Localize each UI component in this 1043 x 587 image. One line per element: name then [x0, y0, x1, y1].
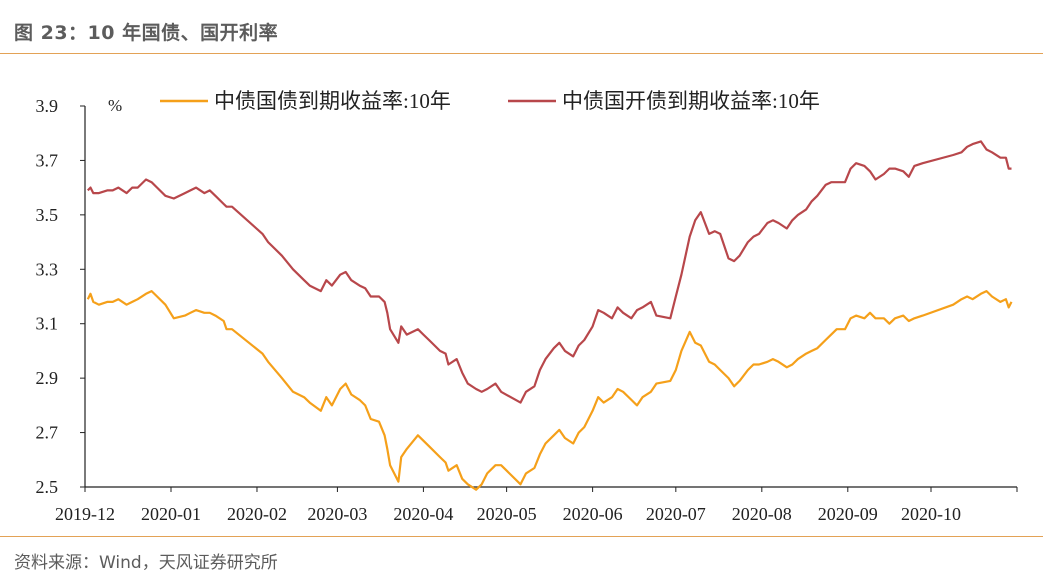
chart-area: 3.9 3.7 3.5 3.3 3.1 2.9 2.7 2.5 2019-12 2020-01 20… — [0, 54, 1043, 536]
series-line-gov-bond — [86, 290, 1013, 491]
line-chart: 3.9 3.7 3.5 3.3 3.1 2.9 2.7 2.5 2019-12 2020-01 20… — [36, 89, 1018, 524]
x-tick-label: 2020-09 — [818, 504, 878, 524]
y-tick-label: 2.5 — [36, 477, 59, 497]
y-tick-label: 3.5 — [36, 205, 59, 225]
x-tick-label: 2020-02 — [227, 504, 287, 524]
y-tick-label: 2.9 — [36, 368, 59, 388]
series-lines — [86, 140, 1013, 491]
x-tick-label: 2020-04 — [393, 504, 453, 524]
x-tick-label: 2020-10 — [901, 504, 961, 524]
x-tick-label: 2020-03 — [307, 504, 367, 524]
x-tick-label: 2020-07 — [646, 504, 706, 524]
legend-label: 中债国开债到期收益率:10年 — [562, 89, 820, 113]
y-tick-label: 3.9 — [36, 96, 59, 116]
x-tick-label: 2020-06 — [563, 504, 623, 524]
y-tick-label: 3.1 — [36, 314, 59, 334]
y-tick-label: 3.3 — [36, 259, 59, 279]
legend-label: 中债国债到期收益率:10年 — [214, 89, 451, 113]
x-tick-label: 2019-12 — [55, 504, 115, 524]
legend: 中债国债到期收益率:10年 中债国开债到期收益率:10年 — [160, 89, 820, 113]
figure-title: 图 23：10 年国债、国开利率 — [14, 22, 279, 44]
x-tick-label: 2020-01 — [141, 504, 201, 524]
source-note: 资料来源：Wind，天风证券研究所 — [14, 553, 278, 573]
x-tick-label: 2020-05 — [477, 504, 537, 524]
axes: 3.9 3.7 3.5 3.3 3.1 2.9 2.7 2.5 2019-12 2020-01 20… — [36, 96, 1018, 524]
series-line-cdb-bond — [87, 140, 1012, 404]
figure-header: 图 23：10 年国债、国开利率 — [0, 0, 1043, 54]
footer-rule — [0, 536, 1043, 537]
y-unit-label: % — [108, 96, 122, 115]
x-tick-label: 2020-08 — [732, 504, 792, 524]
y-tick-label: 3.7 — [36, 150, 59, 170]
y-tick-label: 2.7 — [36, 423, 59, 443]
